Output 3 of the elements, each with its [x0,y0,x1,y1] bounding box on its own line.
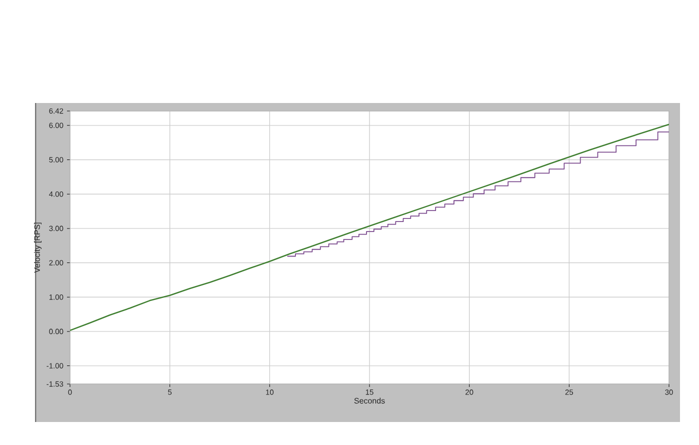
y-axis-title: Velocity [RPS] [34,222,42,273]
x-axis-title: Seconds [354,398,385,404]
line-series [70,124,670,332]
